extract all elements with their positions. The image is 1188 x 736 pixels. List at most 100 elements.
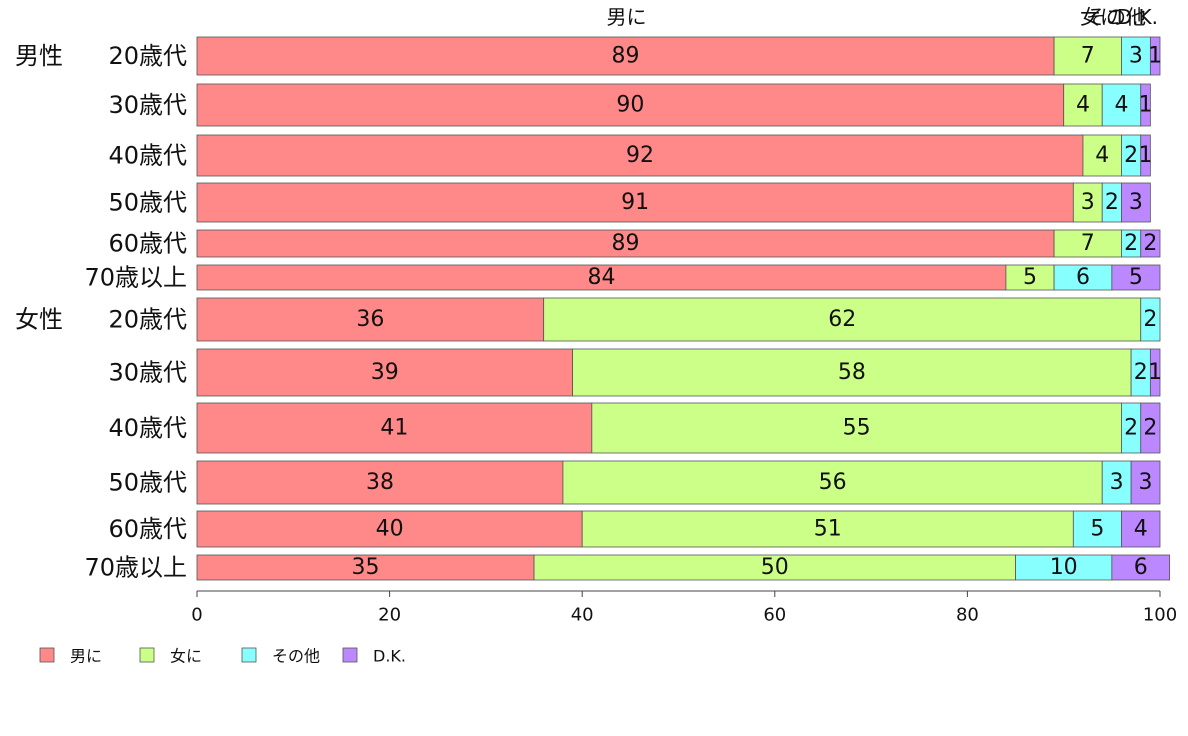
bar-segment: [196, 83, 1065, 127]
legend-label: D.K.: [373, 647, 406, 666]
bar-segment: [1140, 402, 1161, 454]
bar-segment: [1149, 348, 1161, 397]
data-label: 3: [1139, 470, 1153, 495]
category-label: 50歳代: [108, 189, 187, 217]
bar-segment: [1121, 182, 1151, 223]
top-series-label: 男に: [607, 5, 647, 29]
data-label: 6: [1076, 265, 1090, 290]
bar-segment: [1005, 264, 1055, 291]
data-label: 2: [1134, 360, 1148, 385]
data-label: 10: [1050, 555, 1078, 580]
legend-label: 男に: [70, 647, 102, 666]
data-label: 39: [371, 360, 399, 385]
data-label: 41: [380, 416, 408, 441]
top-series-label: 女に: [1080, 5, 1120, 29]
bar-segment: [1140, 83, 1151, 127]
data-label: 38: [366, 470, 394, 495]
data-label: 51: [814, 517, 842, 542]
data-label: 2: [1124, 143, 1138, 168]
category-label: 30歳代: [108, 91, 187, 119]
category-labels: 20歳代男性30歳代40歳代50歳代60歳代70歳以上20歳代女性30歳代40歳…: [15, 42, 187, 582]
bar-segment: [1082, 134, 1122, 177]
category-label: 20歳代: [108, 306, 187, 334]
bar-segment: [1053, 229, 1122, 258]
category-label: 30歳代: [108, 359, 187, 387]
bar-segment: [1053, 36, 1122, 76]
category-label: 40歳代: [108, 414, 187, 442]
bar-segment: [196, 348, 573, 397]
data-label: 56: [819, 470, 847, 495]
bar-segment: [196, 297, 545, 342]
data-label: 5: [1129, 265, 1143, 290]
bar-segment: [1140, 229, 1161, 258]
bar-segment: [1121, 36, 1151, 76]
data-label: 35: [352, 555, 380, 580]
group-label: 女性: [15, 306, 63, 334]
bar-segment: [533, 554, 1016, 581]
bar-segment: [196, 134, 1084, 177]
bar-segment: [196, 510, 583, 548]
data-label: 90: [616, 93, 644, 118]
category-label: 70歳以上: [84, 554, 187, 582]
bar-segment: [1140, 134, 1151, 177]
x-axis: 0 20 40 60 80 100: [191, 590, 1177, 626]
data-label: 2: [1143, 231, 1157, 256]
data-label: 50: [761, 555, 789, 580]
x-tick-label: 40: [571, 605, 594, 626]
legend-label: 女に: [170, 647, 202, 666]
data-label: 1: [1139, 143, 1153, 168]
data-label: 1: [1139, 93, 1153, 118]
data-label: 89: [612, 44, 640, 69]
x-tick-label: 60: [763, 605, 786, 626]
data-label: 36: [356, 307, 384, 332]
data-label: 92: [626, 143, 654, 168]
data-label: 40: [376, 517, 404, 542]
data-label: 4: [1076, 93, 1090, 118]
data-label: 4: [1095, 143, 1109, 168]
category-label: 60歳代: [108, 515, 187, 543]
bar-segment: [1140, 297, 1161, 342]
bar-segment: [1130, 460, 1161, 505]
data-label: 7: [1081, 44, 1095, 69]
bar-segment: [1111, 264, 1161, 291]
bars-layer: 89 7 3 190 4 4 192 4 2 191 3 2 389 7 2 284 5 6 536 62 239 58 2…: [196, 36, 1171, 581]
legend-swatch: [342, 647, 358, 663]
data-label: 5: [1090, 517, 1104, 542]
top-series-label: その他: [1086, 5, 1146, 29]
data-label: 2: [1124, 231, 1138, 256]
bar-segment: [581, 510, 1074, 548]
bar-segment: [1063, 83, 1103, 127]
data-label: 1: [1148, 44, 1162, 69]
bar-segment: [543, 297, 1142, 342]
data-label: 62: [828, 307, 856, 332]
bar-segment: [196, 36, 1055, 76]
bar-segment: [562, 460, 1103, 505]
bar-segment: [1015, 554, 1113, 581]
data-label: 3: [1129, 44, 1143, 69]
bar-segment: [196, 229, 1055, 258]
data-label: 2: [1124, 416, 1138, 441]
data-label: 5: [1023, 265, 1037, 290]
data-label: 4: [1134, 517, 1148, 542]
data-label: 84: [587, 265, 615, 290]
bar-segment: [1121, 510, 1161, 548]
group-label: 男性: [15, 42, 63, 70]
data-label: 2: [1105, 190, 1119, 215]
data-label: 7: [1081, 231, 1095, 256]
data-label: 2: [1143, 416, 1157, 441]
x-tick-label: 0: [191, 605, 202, 626]
category-label: 70歳以上: [84, 264, 187, 292]
legend-swatch: [139, 647, 155, 663]
data-label: 4: [1114, 93, 1128, 118]
data-label: 91: [621, 190, 649, 215]
data-label: 2: [1143, 307, 1157, 332]
bar-segment: [1053, 264, 1113, 291]
data-label: 58: [838, 360, 866, 385]
bar-segment: [1111, 554, 1171, 581]
x-tick-label: 80: [956, 605, 979, 626]
category-label: 50歳代: [108, 469, 187, 497]
top-series-label: D.K.: [1117, 5, 1158, 29]
legend: 男に 女に その他 D.K.: [39, 647, 406, 666]
